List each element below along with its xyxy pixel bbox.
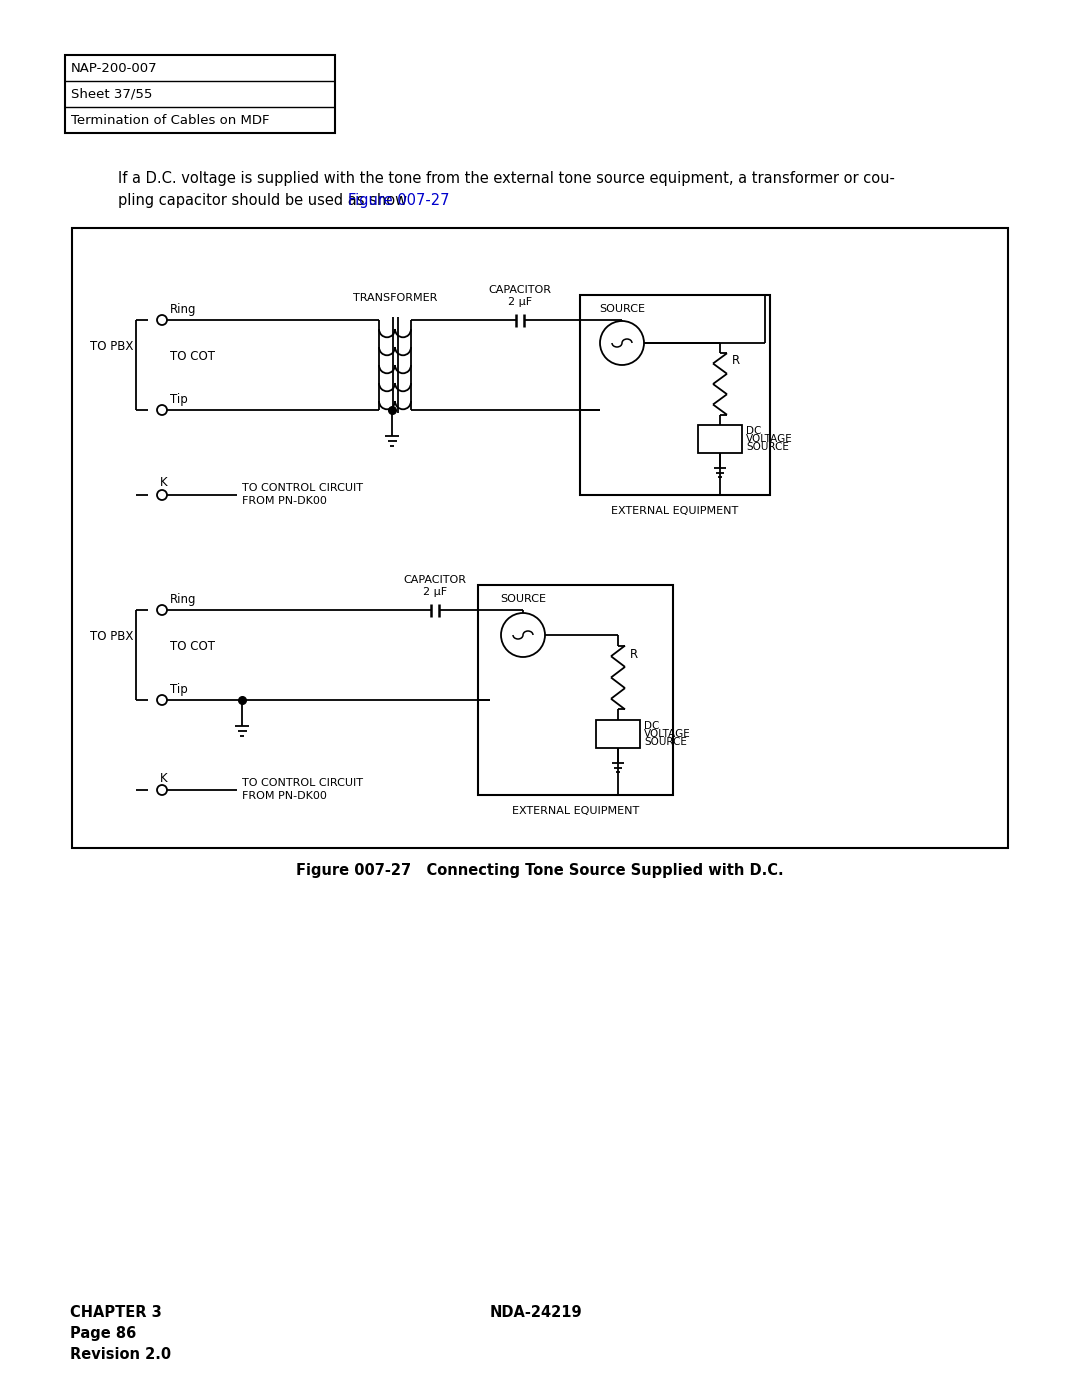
Text: DC: DC <box>746 426 761 436</box>
Circle shape <box>600 321 644 365</box>
Text: R: R <box>630 648 638 662</box>
Bar <box>698 425 742 453</box>
Circle shape <box>157 605 167 615</box>
Text: CAPACITOR: CAPACITOR <box>488 285 552 295</box>
Text: Sheet 37/55: Sheet 37/55 <box>71 88 152 101</box>
Text: Figure 007-27: Figure 007-27 <box>348 193 449 208</box>
Text: 2 μF: 2 μF <box>423 587 447 597</box>
Text: Tip: Tip <box>170 394 188 407</box>
Text: K: K <box>160 771 167 785</box>
Text: K: K <box>160 476 167 489</box>
Text: EXTERNAL EQUIPMENT: EXTERNAL EQUIPMENT <box>611 506 739 515</box>
Circle shape <box>157 694 167 705</box>
Text: R: R <box>732 355 740 367</box>
Bar <box>478 585 673 795</box>
Text: Figure 007-27   Connecting Tone Source Supplied with D.C.: Figure 007-27 Connecting Tone Source Sup… <box>296 862 784 877</box>
Text: Ring: Ring <box>170 303 197 317</box>
Circle shape <box>157 785 167 795</box>
Bar <box>580 295 770 495</box>
Text: Ring: Ring <box>170 594 197 606</box>
Text: Termination of Cables on MDF: Termination of Cables on MDF <box>71 113 270 127</box>
Text: EXTERNAL EQUIPMENT: EXTERNAL EQUIPMENT <box>512 806 639 816</box>
Text: FROM PN-DK00: FROM PN-DK00 <box>242 791 327 800</box>
Text: SOURCE: SOURCE <box>644 738 687 747</box>
Text: VOLTAGE: VOLTAGE <box>644 729 691 739</box>
Circle shape <box>157 490 167 500</box>
Bar <box>596 719 640 747</box>
Text: TO PBX: TO PBX <box>90 630 133 644</box>
Circle shape <box>157 405 167 415</box>
Circle shape <box>501 613 545 657</box>
Text: CHAPTER 3
Page 86
Revision 2.0: CHAPTER 3 Page 86 Revision 2.0 <box>70 1305 171 1362</box>
Text: NAP-200-007: NAP-200-007 <box>71 61 158 74</box>
Text: CAPACITOR: CAPACITOR <box>404 576 467 585</box>
Bar <box>72 228 1008 848</box>
Text: If a D.C. voltage is supplied with the tone from the external tone source equipm: If a D.C. voltage is supplied with the t… <box>118 170 895 186</box>
Text: TO CONTROL CIRCUIT: TO CONTROL CIRCUIT <box>242 778 363 788</box>
Text: TO CONTROL CIRCUIT: TO CONTROL CIRCUIT <box>242 483 363 493</box>
Text: TO COT: TO COT <box>170 640 215 654</box>
Text: SOURCE: SOURCE <box>599 305 645 314</box>
Text: Tip: Tip <box>170 683 188 697</box>
Text: VOLTAGE: VOLTAGE <box>746 434 793 444</box>
Text: TO COT: TO COT <box>170 351 215 363</box>
Text: SOURCE: SOURCE <box>500 594 546 604</box>
Text: pling capacitor should be used as show: pling capacitor should be used as show <box>118 193 407 208</box>
Bar <box>65 54 335 133</box>
Text: FROM PN-DK00: FROM PN-DK00 <box>242 496 327 506</box>
Circle shape <box>157 314 167 326</box>
Text: NDA-24219: NDA-24219 <box>490 1305 582 1320</box>
Text: TO PBX: TO PBX <box>90 341 133 353</box>
Text: DC: DC <box>644 721 660 731</box>
Text: SOURCE: SOURCE <box>746 441 788 453</box>
Text: TRANSFORMER: TRANSFORMER <box>353 293 437 303</box>
Text: 2 μF: 2 μF <box>508 298 532 307</box>
